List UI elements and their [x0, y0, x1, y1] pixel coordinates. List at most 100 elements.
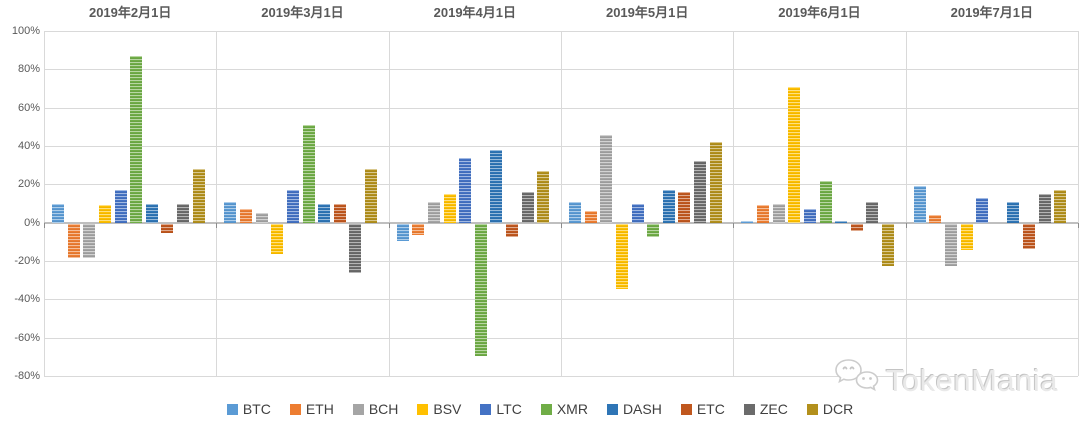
bar-LTC-2019年5月1日	[631, 203, 644, 223]
y-tick-label: -40%	[14, 293, 40, 306]
bar-DASH-2019年4月1日	[490, 149, 503, 223]
watermark-text: TokenMania	[885, 362, 1058, 398]
legend-item-LTC: LTC	[480, 401, 522, 417]
bar-XMR-2019年6月1日	[819, 180, 832, 223]
panel-border	[216, 31, 218, 376]
bar-XMR-2019年5月1日	[647, 223, 660, 238]
legend-label: LTC	[496, 401, 522, 417]
legend-item-BSV: BSV	[417, 401, 461, 417]
panel-border	[561, 31, 562, 376]
bar-ETH-2019年3月1日	[239, 209, 252, 223]
y-tick-label: 60%	[17, 101, 40, 114]
legend-swatch-ZEC	[743, 403, 755, 415]
bar-ETH-2019年4月1日	[412, 223, 425, 236]
category-axis-tick	[733, 222, 735, 228]
y-tick-label: 40%	[17, 140, 40, 152]
bar-XMR-2019年4月1日	[474, 223, 487, 356]
bar-DCR-2019年4月1日	[537, 170, 550, 223]
y-tick-label: -20%	[14, 255, 40, 267]
bar-ZEC-2019年2月1日	[177, 203, 190, 223]
legend-swatch-ETH	[289, 403, 301, 415]
bar-DCR-2019年6月1日	[882, 223, 895, 266]
bar-DASH-2019年5月1日	[662, 190, 675, 223]
bar-XMR-2019年2月1日	[130, 55, 143, 223]
legend-label: XMR	[556, 401, 588, 417]
category-axis-tick	[561, 222, 562, 228]
legend-label: ZEC	[759, 401, 788, 417]
category-axis-tick	[388, 222, 390, 228]
category-title: 2019年3月1日	[261, 5, 344, 20]
category-axis-tick	[1078, 222, 1079, 228]
category-axis-tick	[44, 222, 45, 228]
legend-label: DASH	[622, 401, 662, 417]
bar-ZEC-2019年4月1日	[521, 192, 534, 223]
bar-BTC-2019年4月1日	[396, 223, 409, 241]
category-title: 2019年6月1日	[778, 5, 861, 20]
legend-label: BTC	[242, 401, 271, 417]
bar-DASH-2019年2月1日	[145, 203, 158, 223]
legend-swatch-BSV	[417, 403, 429, 415]
bar-ZEC-2019年5月1日	[694, 161, 707, 223]
bar-ZEC-2019年7月1日	[1038, 193, 1051, 223]
bar-ETC-2019年2月1日	[161, 223, 174, 234]
legend-item-DASH: DASH	[606, 401, 662, 417]
bar-DASH-2019年3月1日	[318, 203, 331, 223]
bar-BCH-2019年7月1日	[944, 223, 957, 266]
bar-ETH-2019年7月1日	[929, 215, 942, 223]
bar-ETH-2019年6月1日	[756, 205, 769, 223]
legend-item-ETC: ETC	[680, 401, 725, 417]
legend-item-ZEC: ZEC	[743, 401, 788, 417]
panel-border	[905, 31, 907, 376]
bar-BSV-2019年3月1日	[271, 223, 284, 255]
y-tick-label: 100%	[11, 25, 40, 37]
bar-LTC-2019年7月1日	[976, 197, 989, 223]
category-axis-tick	[216, 222, 218, 228]
bar-BTC-2019年2月1日	[52, 203, 64, 223]
category-title: 2019年7月1日	[950, 5, 1034, 20]
bar-ETC-2019年6月1日	[850, 223, 863, 232]
bar-ZEC-2019年3月1日	[349, 223, 362, 274]
bar-BSV-2019年4月1日	[443, 193, 456, 223]
bar-XMR-2019年3月1日	[302, 124, 315, 223]
gridline--80%	[44, 376, 1078, 377]
bar-LTC-2019年6月1日	[803, 209, 816, 223]
bar-DCR-2019年5月1日	[709, 142, 722, 223]
bar-BCH-2019年5月1日	[600, 134, 613, 223]
category-axis-tick	[905, 222, 907, 228]
bar-ETH-2019年2月1日	[67, 223, 80, 259]
legend-swatch-DASH	[606, 403, 618, 415]
legend-swatch-BCH	[352, 403, 364, 415]
bar-BSV-2019年2月1日	[98, 205, 111, 223]
bar-BCH-2019年4月1日	[427, 201, 440, 223]
legend-item-BTC: BTC	[226, 401, 271, 417]
legend-label: ETH	[305, 401, 334, 417]
panel-border	[733, 31, 735, 376]
legend-label: BCH	[368, 401, 399, 417]
bar-BCH-2019年6月1日	[772, 203, 785, 223]
bar-ETH-2019年5月1日	[584, 211, 597, 223]
bar-DCR-2019年7月1日	[1054, 190, 1067, 223]
bar-ETC-2019年7月1日	[1023, 223, 1036, 249]
legend-label: ETC	[696, 401, 725, 417]
bar-DCR-2019年2月1日	[192, 169, 205, 223]
panel-border	[1078, 31, 1079, 376]
y-tick-label: 20%	[17, 178, 40, 191]
y-tick-label: 80%	[17, 63, 40, 76]
bar-DCR-2019年3月1日	[365, 169, 378, 223]
bar-LTC-2019年3月1日	[286, 190, 299, 223]
legend-label: BSV	[433, 401, 462, 417]
legend-item-ETH: ETH	[289, 401, 334, 417]
bar-DASH-2019年6月1日	[835, 220, 848, 223]
legend-label: DCR	[822, 401, 854, 417]
y-tick-label: -60%	[14, 331, 40, 344]
bar-BCH-2019年2月1日	[83, 223, 96, 259]
legend-swatch-LTC	[480, 403, 492, 415]
bar-BTC-2019年6月1日	[741, 220, 754, 223]
panel-border	[388, 31, 390, 376]
legend-item-DCR: DCR	[806, 401, 854, 417]
bar-BSV-2019年7月1日	[960, 223, 973, 251]
legend-item-XMR: XMR	[540, 401, 588, 417]
bar-ETC-2019年3月1日	[333, 203, 346, 223]
category-title: 2019年5月1日	[605, 5, 689, 20]
